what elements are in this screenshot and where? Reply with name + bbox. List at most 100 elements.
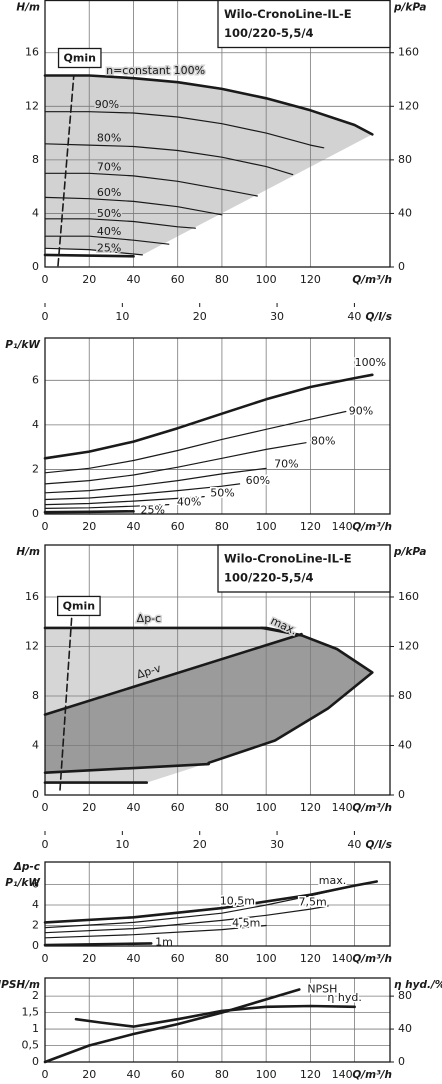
- curve: [44, 483, 241, 501]
- curve-label: 70%: [274, 457, 298, 470]
- x2-tick-label: 10: [115, 310, 129, 323]
- y2-tick-label: 40: [398, 738, 412, 751]
- y-axis-title: P₁/kW: [5, 877, 40, 889]
- curve-label: n=constant 100%: [106, 64, 205, 77]
- chart-subtitle: 100/220-5,5/4: [224, 26, 314, 40]
- plot-frame: [44, 337, 391, 515]
- chart-title: Wilo-CronoLine-IL-E: [224, 552, 352, 566]
- qmin-line: [57, 74, 75, 267]
- curve: [74, 1004, 356, 1028]
- qmin-box: [57, 595, 101, 617]
- curve: [44, 467, 267, 494]
- x-tick-label: 80: [215, 1068, 229, 1080]
- curve-label: 4,5m: [232, 916, 260, 929]
- x-tick-label: 100: [256, 273, 277, 286]
- chart-subtitle: 100/220-5,5/4: [224, 571, 314, 585]
- y2-tick-label: 120: [398, 99, 419, 112]
- x-tick-label: 80: [215, 273, 229, 286]
- x-tick-label: 120: [300, 952, 321, 965]
- y-axis-title: H/m: [16, 2, 40, 14]
- plot-frame: [44, 977, 391, 1063]
- x-tick-label: 80: [215, 801, 229, 814]
- x-tick-label: 100: [256, 1068, 277, 1080]
- y-tick-label: 4: [32, 418, 39, 431]
- x-tick-label: 120: [300, 1068, 321, 1080]
- y-tick-label: 4: [32, 738, 39, 751]
- x-tick-label: 0: [42, 273, 49, 286]
- x2-tick-label: 0: [42, 838, 49, 851]
- y2-tick-label: 120: [398, 639, 419, 652]
- x-tick-label: 60: [171, 1068, 185, 1080]
- curve: [44, 496, 205, 506]
- curve: [207, 626, 374, 765]
- curve: [44, 442, 307, 485]
- y-tick-label: 0,5: [22, 1039, 40, 1052]
- x-tick-label: 20: [82, 1068, 96, 1080]
- y-tick-label: 8: [32, 153, 39, 166]
- y2-tick-label: 0: [398, 260, 405, 273]
- qmin-box: [57, 47, 102, 69]
- curve: [44, 143, 294, 176]
- curve: [44, 924, 267, 939]
- y2-tick-label: 80: [398, 689, 412, 702]
- x-axis-title: Q/m³/h: [352, 274, 392, 286]
- y-axis-title: Δp-c: [13, 861, 41, 873]
- x2-axis-title: Q/l/s: [366, 839, 392, 851]
- y2-axis-title: p/kPa: [393, 2, 426, 14]
- y-tick-label: 12: [25, 99, 39, 112]
- x2-tick-label: 0: [42, 310, 49, 323]
- x-tick-label: 140: [332, 1068, 353, 1080]
- y2-tick-label: 40: [398, 206, 412, 219]
- x-axis-title: Q/m³/h: [352, 802, 392, 814]
- y-tick-label: 2: [32, 989, 39, 1002]
- qmin-line: [59, 598, 74, 791]
- curve-label: 10,5m: [220, 894, 255, 907]
- y-tick-label: 1: [32, 1022, 39, 1035]
- y2-axis-title: η hyd./%: [394, 979, 442, 991]
- curve: [44, 885, 356, 929]
- x-tick-label: 0: [42, 520, 49, 533]
- y-tick-label: 1,5: [22, 1006, 40, 1019]
- curve: [43, 988, 301, 1064]
- x2-tick-label: 40: [347, 838, 361, 851]
- x-tick-label: 0: [42, 1068, 49, 1080]
- x-tick-label: 0: [42, 801, 49, 814]
- y-tick-label: 12: [25, 639, 39, 652]
- curve: [44, 410, 347, 474]
- y-tick-label: 6: [32, 878, 39, 891]
- curve: [44, 235, 170, 245]
- curve: [43, 510, 135, 514]
- x-tick-label: 80: [215, 520, 229, 533]
- curve: [43, 632, 303, 716]
- curve: [44, 172, 258, 197]
- y-tick-label: 4: [32, 898, 39, 911]
- operating-range: [45, 75, 373, 255]
- curve-label: 70%: [97, 160, 121, 173]
- y-tick-label: 0: [32, 260, 39, 273]
- y2-tick-label: 160: [398, 46, 419, 59]
- x-tick-label: 100: [256, 520, 277, 533]
- x2-tick-label: 30: [270, 838, 284, 851]
- x-tick-label: 120: [300, 520, 321, 533]
- curve-label: 90%: [95, 98, 119, 111]
- qmin-label: Qmin: [64, 51, 96, 64]
- y2-tick-label: 160: [398, 590, 419, 603]
- x-tick-label: 120: [300, 273, 321, 286]
- x-tick-label: 20: [82, 520, 96, 533]
- curve-label: 40%: [177, 496, 201, 509]
- curve: [44, 196, 223, 216]
- x-tick-label: 60: [171, 952, 185, 965]
- curve-label: max.: [319, 874, 346, 887]
- curve-label: 90%: [349, 405, 373, 418]
- x-tick-label: 60: [171, 520, 185, 533]
- y-tick-label: 0: [32, 507, 39, 520]
- x-tick-label: 80: [215, 952, 229, 965]
- y-tick-label: 2: [32, 462, 39, 475]
- plot-frame: [44, 861, 391, 947]
- title-box: [217, 0, 391, 49]
- y-tick-label: 0: [32, 788, 39, 801]
- x-tick-label: 140: [332, 520, 353, 533]
- curve-label: 25%: [97, 242, 121, 255]
- x2-tick-label: 30: [270, 310, 284, 323]
